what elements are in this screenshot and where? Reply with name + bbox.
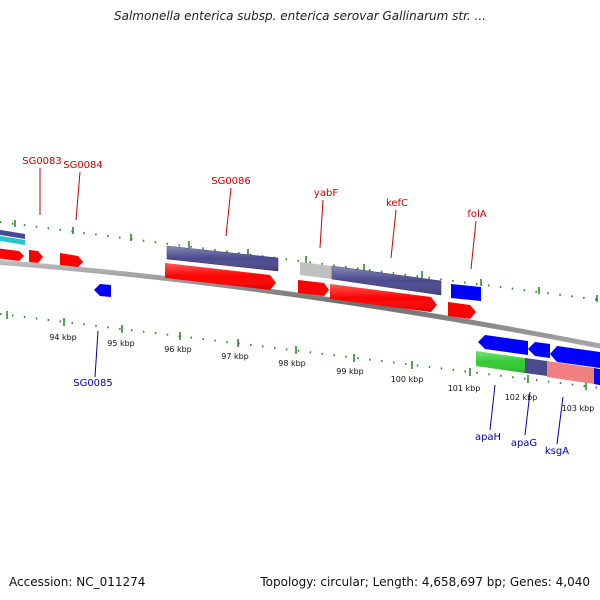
gene-label-sg0083[interactable]: SG0083: [22, 156, 62, 167]
cds-block-shading: [332, 266, 441, 295]
reverse-gene-arrow-sg0085: [94, 284, 111, 297]
reverse-gene-arrow-apag: [528, 342, 550, 358]
gene-label-apag[interactable]: apaG: [511, 438, 537, 449]
genome-title: Salmonella enterica subsp. enterica sero…: [114, 9, 486, 23]
forward-gene-arrow-yabf: [298, 280, 329, 296]
gene-label-sg0085[interactable]: SG0085: [73, 378, 113, 389]
forward-gene-arrow: [448, 302, 476, 319]
gene-label-kefc[interactable]: kefC: [386, 198, 408, 209]
kbp-scale-labels: 94 kbp 95 kbp 96 kbp 97 kbp 98 kbp 99 kb…: [49, 333, 594, 413]
gene-label-sg0086[interactable]: SG0086: [211, 176, 251, 187]
gene-label-yabf[interactable]: yabF: [314, 188, 338, 199]
forward-gene-arrow-sg0084: [60, 253, 83, 267]
leader-line-kefc: [390, 209, 397, 259]
cyan-block-edge: [0, 235, 25, 245]
lower-label-leaders: [94, 330, 564, 445]
gene-label-fola[interactable]: folA: [467, 209, 486, 220]
kbp-label: 96 kbp: [164, 345, 192, 354]
kbp-label: 101 kbp: [448, 384, 481, 393]
cds-block-apag: [525, 358, 547, 376]
forward-gene-arrow: [0, 248, 24, 261]
leader-line-apag: [524, 391, 531, 436]
gene-label-ksga[interactable]: ksgA: [545, 446, 569, 457]
fola-features: [448, 284, 481, 319]
kbp-label: 100 kbp: [391, 375, 424, 384]
leader-line-sg0084: [75, 171, 81, 221]
leader-line-yabf: [319, 199, 324, 249]
forward-gene-arrow-shading: [165, 263, 276, 290]
left-edge-features: [0, 229, 83, 267]
gray-block-yabf: [300, 262, 332, 279]
cds-block-edge: [0, 229, 25, 239]
kbp-label: 99 kbp: [336, 367, 364, 376]
gene-label-sg0084[interactable]: SG0084: [63, 160, 103, 171]
kbp-label: 95 kbp: [107, 339, 135, 348]
reverse-gene-block-edge: [594, 368, 600, 386]
upper-tick-ruler: [0, 220, 600, 302]
upper-minor-ticks: [0, 221, 600, 301]
reverse-gene-arrow-apah: [478, 335, 528, 355]
lower-gene-labels: SG0085 apaH apaG ksgA: [73, 378, 569, 457]
accession-text: Accession: NC_011274: [9, 575, 146, 589]
leader-line-ksga: [556, 396, 564, 445]
genome-backbone: [0, 259, 600, 349]
kbp-label: 94 kbp: [49, 333, 77, 342]
forward-gene-arrow-shading: [330, 284, 437, 312]
cds-block-shading: [167, 246, 278, 271]
upper-label-leaders: [39, 168, 477, 270]
leader-line-sg0086: [225, 187, 232, 237]
yabf-kefc-features: [298, 262, 442, 312]
leader-line-fola: [470, 220, 477, 270]
green-block-shading: [476, 351, 525, 373]
reverse-gene-arrow-ksga: [550, 346, 600, 368]
reverse-gene-block-fola: [451, 284, 481, 301]
kbp-label: 98 kbp: [278, 359, 306, 368]
upper-gene-labels: SG0083 SG0084 SG0086 yabF kefC folA: [22, 156, 487, 220]
leader-line-apah: [489, 384, 496, 431]
forward-gene-arrow: [29, 250, 43, 263]
pink-block-ksga: [547, 361, 594, 384]
leader-line-sg0085: [94, 330, 99, 378]
kbp-label: 103 kbp: [562, 404, 595, 413]
kbp-label: 97 kbp: [221, 352, 249, 361]
sg0086-features: [165, 245, 279, 290]
genome-stats-text: Topology: circular; Length: 4,658,697 bp…: [260, 575, 590, 589]
kbp-label: 102 kbp: [505, 393, 538, 402]
apa-ksga-features: [476, 335, 600, 386]
gene-label-apah[interactable]: apaH: [475, 432, 501, 443]
lower-tick-ruler: [0, 311, 600, 390]
